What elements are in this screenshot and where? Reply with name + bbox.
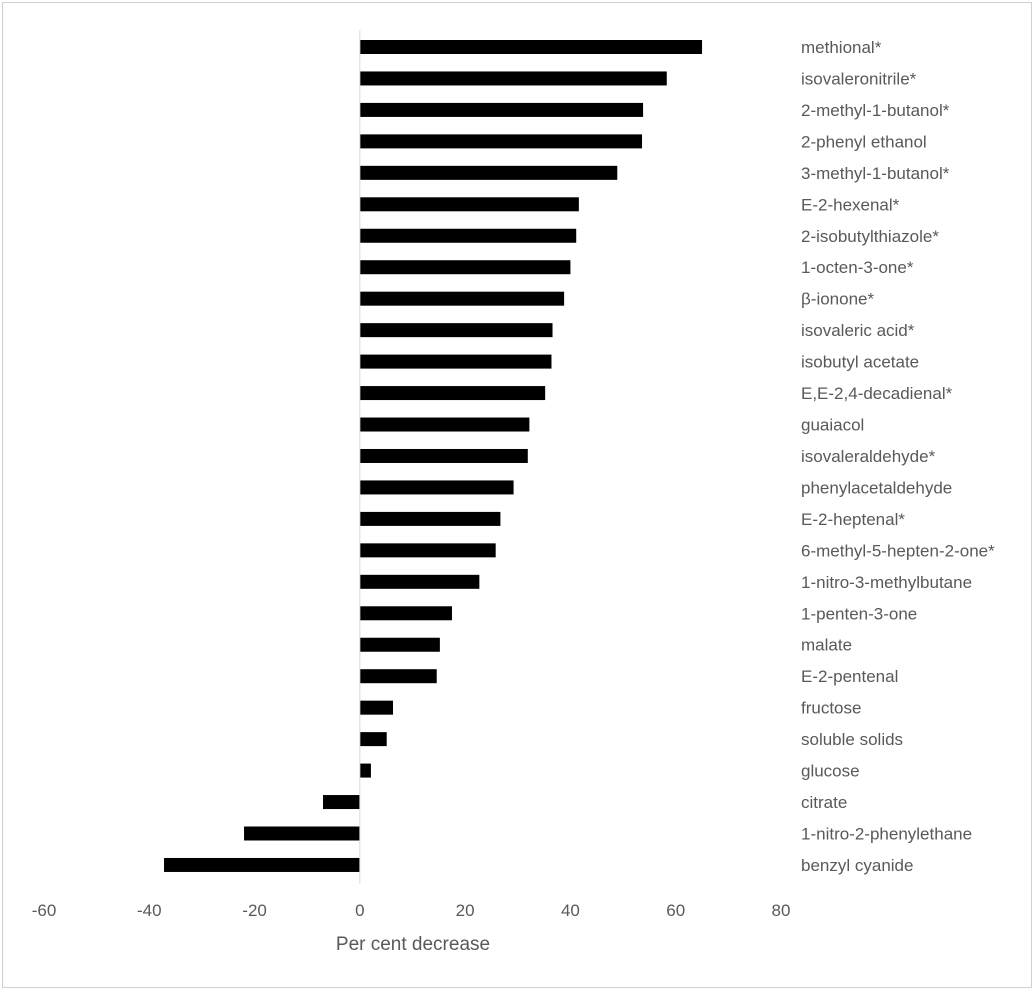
bar	[244, 826, 360, 841]
bars-group	[164, 40, 703, 872]
category-label: E,E-2,4-decadienal*	[801, 384, 953, 403]
category-label: phenylacetaldehyde	[801, 478, 952, 497]
bar	[359, 354, 552, 369]
category-label: benzyl cyanide	[801, 856, 913, 875]
category-label: E-2-hexenal*	[801, 195, 900, 214]
tick-label: 40	[561, 901, 580, 920]
category-label: soluble solids	[801, 730, 903, 749]
category-label: isobutyl acetate	[801, 353, 919, 372]
category-label: 1-penten-3-one	[801, 604, 917, 623]
bar	[323, 795, 360, 810]
category-label: 6-methyl-5-hepten-2-one*	[801, 541, 995, 560]
tick-labels-group: -60 -40 -20 0 20 40 60 80	[32, 901, 791, 920]
bar	[359, 448, 528, 463]
category-label: E-2-pentenal	[801, 667, 898, 686]
category-label: 1-nitro-2-phenylethane	[801, 825, 972, 844]
tick-label: 20	[456, 901, 475, 920]
bar	[359, 574, 480, 589]
bar	[359, 386, 546, 401]
tick-label: 80	[772, 901, 791, 920]
tick-label: 0	[355, 901, 364, 920]
bar	[359, 197, 579, 212]
bar	[359, 291, 565, 306]
category-label: glucose	[801, 762, 860, 781]
category-label: 2-phenyl ethanol	[801, 132, 927, 151]
tick-label: -40	[137, 901, 162, 920]
category-label: 2-methyl-1-butanol*	[801, 101, 950, 120]
bar	[359, 228, 577, 243]
x-axis-title: Per cent decrease	[336, 934, 490, 955]
bar	[359, 102, 644, 117]
bar	[359, 417, 530, 432]
bar	[164, 857, 360, 872]
category-label: 2-isobutylthiazole*	[801, 227, 939, 246]
category-label: β-ionone*	[801, 290, 874, 309]
bar	[359, 323, 553, 338]
bar	[359, 732, 387, 747]
bar	[359, 40, 703, 54]
bar	[359, 763, 371, 778]
category-labels-group: methional* isovaleronitrile* 2-methyl-1-bu…	[801, 38, 995, 875]
category-label: fructose	[801, 699, 861, 718]
bar	[359, 637, 440, 652]
bar	[359, 669, 437, 684]
bar	[359, 543, 496, 558]
bar	[359, 260, 571, 275]
bar	[359, 71, 667, 86]
tick-label: 60	[666, 901, 685, 920]
bar	[359, 480, 514, 495]
bar	[359, 165, 618, 180]
category-label: 1-nitro-3-methylbutane	[801, 573, 972, 592]
category-label: guaiacol	[801, 416, 864, 435]
tick-label: -60	[32, 901, 57, 920]
category-label: isovaleric acid*	[801, 321, 915, 340]
bar	[359, 511, 501, 526]
category-label: malate	[801, 636, 852, 655]
bar	[359, 700, 394, 715]
category-label: 1-octen-3-one*	[801, 258, 914, 277]
tick-label: -20	[242, 901, 267, 920]
bar	[359, 134, 643, 149]
category-label: E-2-heptenal*	[801, 510, 905, 529]
category-label: 3-methyl-1-butanol*	[801, 164, 950, 183]
category-label: methional*	[801, 38, 882, 57]
category-label: isovaleronitrile*	[801, 69, 917, 88]
category-label: citrate	[801, 793, 847, 812]
bar	[359, 606, 452, 621]
category-label: isovaleraldehyde*	[801, 447, 936, 466]
